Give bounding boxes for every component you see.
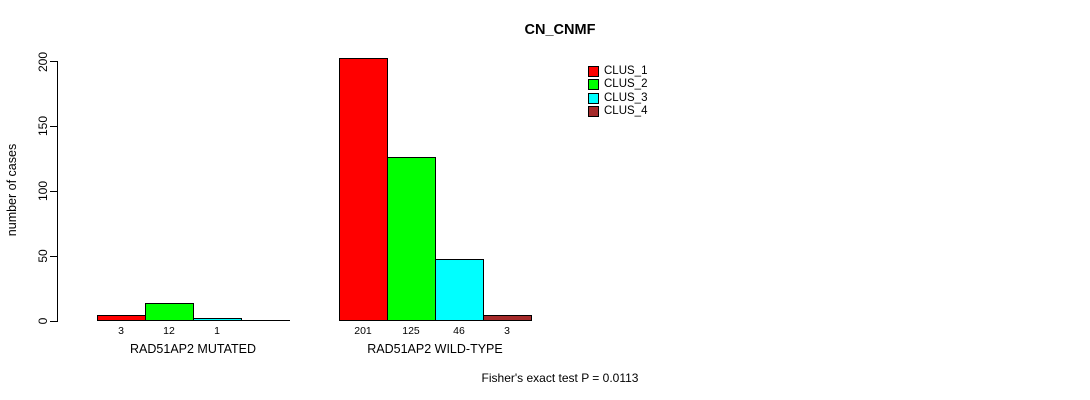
y-tick-label: 150	[36, 116, 50, 137]
bar-value-label: 125	[402, 325, 420, 337]
legend-swatch	[588, 92, 599, 104]
legend-label: CLUS_3	[604, 91, 648, 104]
group-label: RAD51AP2 WILD-TYPE	[367, 342, 503, 356]
bar-value-label: 201	[354, 325, 372, 337]
group-label: RAD51AP2 MUTATED	[130, 342, 256, 356]
y-tick-label: 200	[36, 51, 50, 72]
y-axis-line	[57, 61, 58, 322]
bar-value-label: 12	[163, 325, 175, 337]
y-tick	[50, 255, 57, 257]
legend-label: CLUS_2	[604, 78, 648, 91]
bar	[483, 315, 532, 321]
y-tick	[50, 190, 57, 192]
y-tick	[50, 320, 57, 322]
bar	[193, 318, 242, 321]
legend-swatch	[588, 79, 599, 91]
bar	[241, 320, 290, 321]
legend-swatch	[588, 66, 599, 77]
annotation-text: Fisher's exact test P = 0.0113	[481, 371, 639, 385]
chart-title: CN_CNMF	[524, 22, 596, 38]
bar	[97, 315, 146, 321]
legend-swatch	[588, 105, 599, 117]
bar	[435, 259, 484, 321]
legend-label: CLUS_1	[604, 65, 648, 77]
y-tick-label: 100	[36, 181, 50, 202]
y-axis-title: number of cases	[5, 143, 19, 237]
y-tick-label: 50	[36, 249, 50, 263]
bar	[387, 157, 436, 321]
bar-value-label: 46	[453, 325, 465, 337]
bar-value-label: 1	[214, 325, 220, 337]
y-tick	[50, 61, 57, 62]
bar-value-label: 3	[504, 325, 510, 337]
bar	[339, 58, 388, 321]
bar-value-label: 3	[118, 325, 124, 337]
bar	[145, 303, 194, 321]
legend-label: CLUS_4	[604, 104, 648, 117]
y-tick	[50, 125, 57, 127]
y-tick-label: 0	[36, 317, 50, 325]
